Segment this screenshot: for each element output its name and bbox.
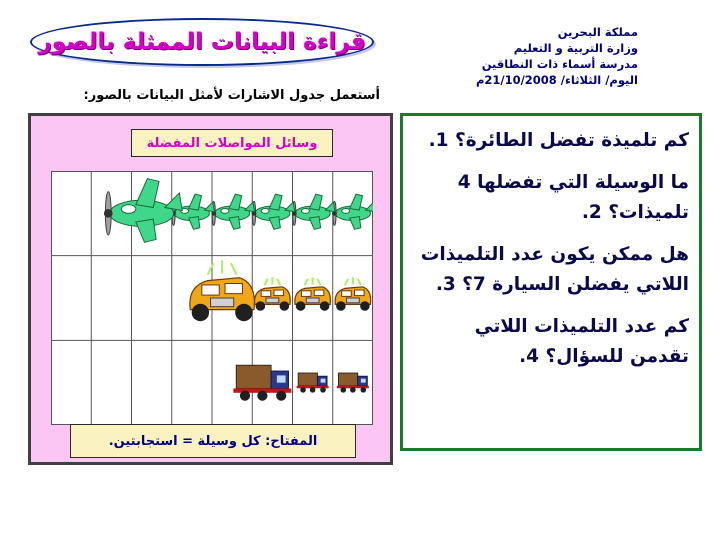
question-3: هل ممكن يكون عدد التلميذات اللاتي يفضلن …	[420, 244, 689, 295]
car-icon	[334, 277, 372, 311]
pictograph-grid	[51, 171, 373, 425]
header-line-school: مدرسة أسماء ذات النطاقين	[481, 57, 638, 71]
page-title: قراءة البيانات الممثلة بالصور	[38, 29, 366, 55]
question-2: ما الوسيلة التي تفضلها 4 تلميذات؟ 2.	[457, 172, 689, 223]
header-line-date: اليوم/ الثلاثاء/ 21/10/2008م	[475, 73, 638, 87]
chart-key: المفتاح: كل وسيلة = استجابتين.	[70, 424, 356, 458]
plane-icon	[171, 193, 215, 230]
truck-icon	[296, 372, 329, 393]
plane-icon	[291, 193, 336, 230]
header-line-country: مملكة البحرين	[557, 25, 638, 39]
plane-icon	[251, 193, 296, 230]
question-1: كم تلميذة تفضل الطائرة؟ 1.	[428, 130, 689, 151]
plane-icon	[103, 177, 183, 243]
plane-icon	[332, 193, 373, 230]
pictograph-panel: وسائل المواصلات المفضلة	[28, 113, 393, 465]
title-oval: قراءة البيانات الممثلة بالصور	[30, 18, 374, 66]
chart-header: وسائل المواصلات المفضلة	[131, 129, 333, 157]
school-header: مملكة البحرين وزارة التربية و التعليم مد…	[398, 24, 638, 88]
car-icon	[253, 277, 291, 311]
questions-panel: كم تلميذة تفضل الطائرة؟ 1. ما الوسيلة ال…	[400, 113, 702, 451]
header-line-ministry: وزارة التربية و التعليم	[513, 41, 638, 55]
question-4: كم عدد التلميذات اللاتي تقدمن للسؤال؟ 4.	[474, 316, 689, 367]
instruction-text: أستعمل جدول الاشارات لأمثل البيانات بالص…	[83, 88, 380, 103]
truck-icon	[233, 364, 292, 401]
plane-icon	[211, 193, 256, 230]
car-icon	[294, 277, 332, 311]
truck-icon	[336, 372, 369, 393]
car-icon	[189, 260, 256, 322]
